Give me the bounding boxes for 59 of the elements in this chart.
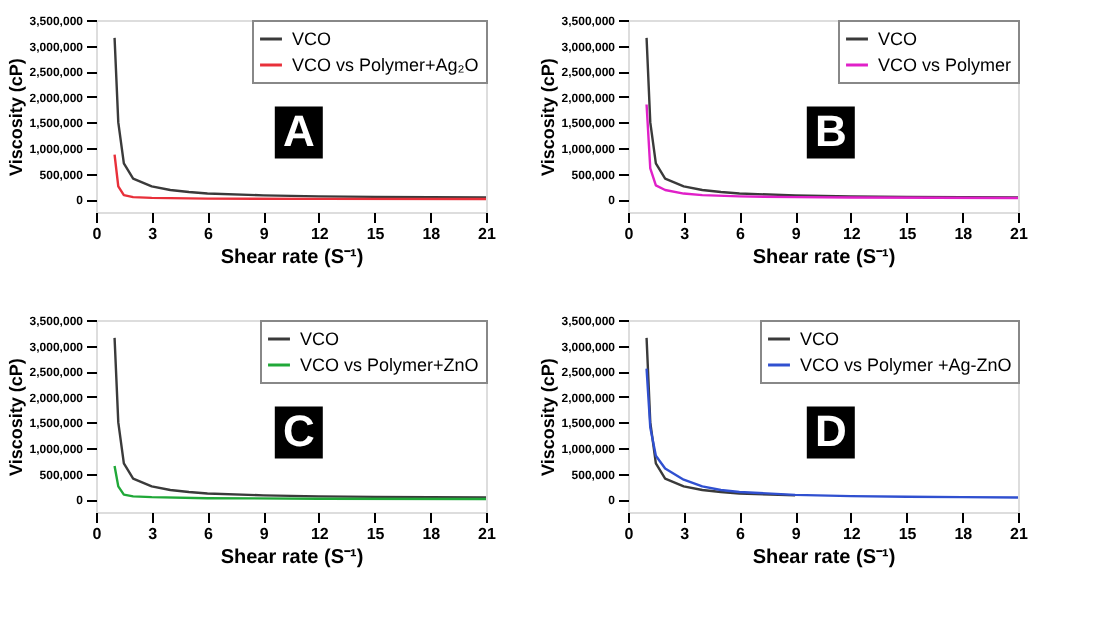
x-tick-label: 18 xyxy=(422,225,442,243)
x-tick-label: 6 xyxy=(203,225,214,243)
legend-label: VCO xyxy=(292,29,332,49)
x-axis-title: Shear rate (S⁻¹) xyxy=(220,247,364,269)
x-axis-title: Shear rate (S⁻¹) xyxy=(752,247,896,269)
x-tick-label: 15 xyxy=(366,525,386,543)
legend-label: VCO vs Polymer+ZnO xyxy=(300,355,479,375)
x-tick-label: 0 xyxy=(624,525,635,543)
x-tick-label: 6 xyxy=(735,525,746,543)
line-series xyxy=(645,103,1020,200)
x-tick-label: 12 xyxy=(310,225,330,243)
x-tick-label: 3 xyxy=(680,225,691,243)
x-tick-label: 9 xyxy=(259,525,270,543)
line-series xyxy=(645,336,797,497)
x-tick-label: 12 xyxy=(310,525,330,543)
x-tick-label: 0 xyxy=(624,225,635,243)
legend-label: VCO xyxy=(800,329,840,349)
legend-label: VCO vs Polymer+Ag₂O xyxy=(292,55,479,75)
line-series xyxy=(113,36,488,199)
y-axis-title: Viscosity (cP) xyxy=(537,358,558,476)
x-tick-label: 21 xyxy=(1010,525,1029,543)
annotation: C xyxy=(282,406,315,457)
x-tick-label: 0 xyxy=(92,225,103,243)
y-axis-title: Viscosity (cP) xyxy=(5,58,26,176)
line-series xyxy=(113,464,488,501)
x-tick-label: 3 xyxy=(148,525,159,543)
legend-label: VCO vs Polymer +Ag-ZnO xyxy=(800,355,1012,375)
legend-label: VCO xyxy=(878,29,918,49)
x-tick-label: 3 xyxy=(148,225,159,243)
annotation: D xyxy=(814,406,847,457)
line-series xyxy=(113,153,488,201)
x-tick-label: 12 xyxy=(842,525,862,543)
x-tick-label: 9 xyxy=(791,525,802,543)
x-tick-label: 21 xyxy=(478,225,497,243)
x-tick-label: 18 xyxy=(422,525,442,543)
y-axis-title: Viscosity (cP) xyxy=(5,358,26,476)
x-tick-label: 12 xyxy=(842,225,862,243)
x-tick-label: 18 xyxy=(954,225,974,243)
line-series xyxy=(113,336,488,499)
y-axis-title: Viscosity (cP) xyxy=(537,58,558,176)
x-tick-label: 21 xyxy=(478,525,497,543)
x-tick-label: 3 xyxy=(680,525,691,543)
legend-label: VCO xyxy=(300,329,340,349)
x-tick-label: 6 xyxy=(203,525,214,543)
x-tick-label: 21 xyxy=(1010,225,1029,243)
x-tick-label: 15 xyxy=(366,225,386,243)
x-axis-title: Shear rate (S⁻¹) xyxy=(220,547,364,569)
x-tick-label: 18 xyxy=(954,525,974,543)
x-tick-label: 9 xyxy=(259,225,270,243)
line-series xyxy=(645,36,1020,199)
x-tick-label: 15 xyxy=(898,225,918,243)
annotation: B xyxy=(814,106,847,157)
x-tick-label: 0 xyxy=(92,525,103,543)
x-tick-label: 6 xyxy=(735,225,746,243)
annotation: A xyxy=(282,106,315,157)
legend-label: VCO vs Polymer xyxy=(878,55,1012,75)
x-tick-label: 9 xyxy=(791,225,802,243)
x-tick-label: 15 xyxy=(898,525,918,543)
x-axis-title: Shear rate (S⁻¹) xyxy=(752,547,896,569)
